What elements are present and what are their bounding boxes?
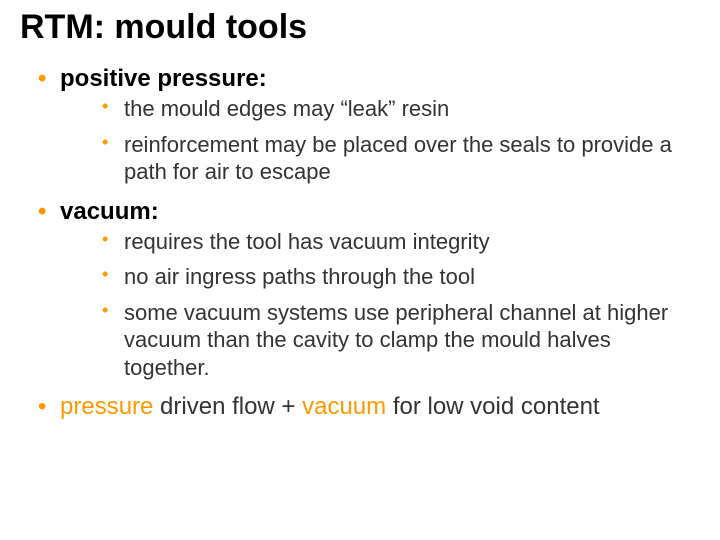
list-item-text: no air ingress paths through the tool (124, 264, 475, 289)
section-2-heading: vacuum: (60, 198, 159, 225)
list-item-text: requires the tool has vacuum integrity (124, 229, 490, 254)
section-2: vacuum: requires the tool has vacuum int… (38, 198, 700, 382)
footer-mid1: driven flow + (153, 393, 302, 420)
footer-hl2: vacuum (302, 393, 386, 420)
list-item: requires the tool has vacuum integrity (102, 228, 700, 256)
slide-container: RTM: mould tools positive pressure: the … (0, 0, 720, 443)
list-item: no air ingress paths through the tool (102, 263, 700, 291)
list-item-text: some vacuum systems use peripheral chann… (124, 300, 668, 380)
footer-mid2: for low void content (386, 393, 599, 420)
footer-hl1: pressure (60, 393, 153, 420)
list-item-text: reinforcement may be placed over the sea… (124, 132, 672, 185)
footer-bullet: pressure driven flow + vacuum for low vo… (38, 393, 700, 421)
bullet-list-level1: positive pressure: the mould edges may “… (20, 65, 700, 421)
slide-title: RTM: mould tools (20, 8, 700, 47)
section-1-items: the mould edges may “leak” resin reinfor… (60, 95, 700, 186)
section-2-items: requires the tool has vacuum integrity n… (60, 228, 700, 382)
list-item: reinforcement may be placed over the sea… (102, 131, 700, 186)
list-item: the mould edges may “leak” resin (102, 95, 700, 123)
section-1: positive pressure: the mould edges may “… (38, 65, 700, 186)
list-item: some vacuum systems use peripheral chann… (102, 299, 700, 382)
section-1-heading: positive pressure: (60, 65, 267, 92)
list-item-text: the mould edges may “leak” resin (124, 96, 449, 121)
